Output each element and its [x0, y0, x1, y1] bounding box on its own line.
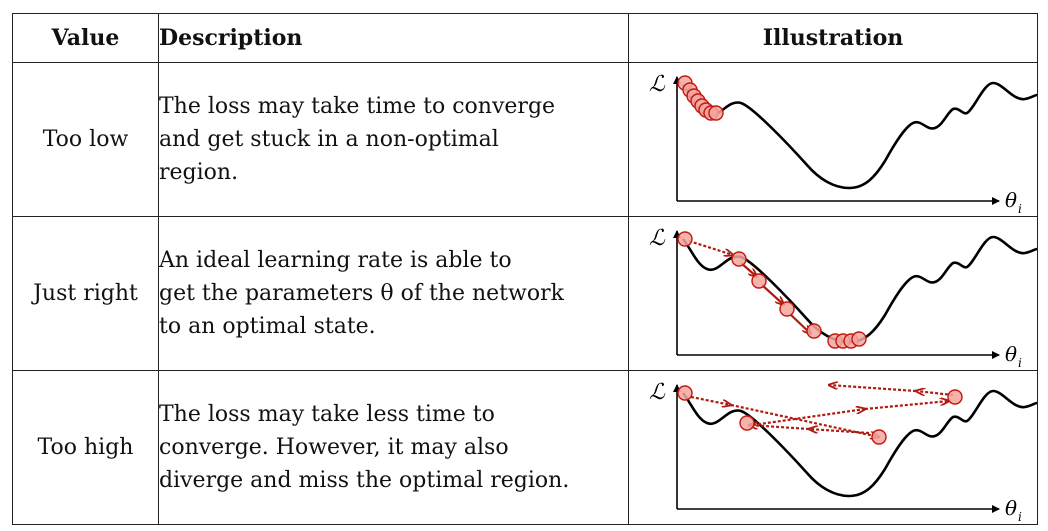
- loss-curve: [681, 389, 1037, 497]
- step-marker: [947, 388, 963, 405]
- description-line: An ideal learning rate is able to: [159, 248, 512, 273]
- header-row: Value Description Illustration: [12, 13, 1038, 63]
- row-value: Too high: [12, 370, 159, 525]
- description-line: The loss may take time to converge: [159, 94, 556, 119]
- row-description: The loss may take less time to converge.…: [158, 370, 629, 525]
- step-marker: [739, 414, 755, 431]
- step-arrow: [730, 403, 879, 437]
- step-marker: [779, 300, 795, 317]
- illustration-just-right: ℒθ i: [649, 226, 1037, 369]
- x-axis-subscript: i: [1018, 202, 1022, 215]
- illustration-too-high: ℒθ i: [649, 380, 1037, 523]
- table-row-too-low: Too low The loss may take time to conver…: [12, 62, 1038, 217]
- step-arrow: [690, 395, 731, 405]
- y-axis-label: ℒ: [649, 72, 666, 97]
- step-marker: [871, 428, 887, 445]
- step-arrow: [864, 401, 949, 410]
- step-marker: [806, 322, 822, 339]
- x-axis-label: θ: [1005, 342, 1017, 366]
- step-marker: [677, 384, 693, 401]
- header-value: Value: [12, 13, 159, 63]
- x-axis-subscript: i: [1018, 510, 1022, 523]
- x-axis-label: θ: [1005, 188, 1017, 212]
- row-value: Just right: [12, 216, 159, 371]
- x-axis-label: θ: [1005, 496, 1017, 520]
- step-marker: [751, 272, 767, 289]
- y-axis-label: ℒ: [649, 226, 666, 251]
- illustration-too-low: ℒθ i: [649, 72, 1037, 215]
- loss-curve: [681, 81, 1037, 189]
- row-description: An ideal learning rate is able to get th…: [158, 216, 629, 371]
- description-line: converge. However, it may also: [159, 435, 509, 460]
- learning-rate-table: Value Description Illustration Too low T…: [12, 13, 1038, 525]
- table-row-just-right: Just right An ideal learning rate is abl…: [12, 216, 1038, 371]
- step-arrow: [916, 391, 954, 396]
- description-line: to an optimal state.: [159, 314, 376, 339]
- step-arrow: [809, 429, 870, 434]
- description-line: and get stuck in a non-optimal: [159, 127, 499, 152]
- header-illustration: Illustration: [628, 13, 1038, 63]
- step-arrow: [740, 261, 757, 277]
- step-marker: [677, 230, 693, 247]
- step-arrow: [752, 409, 865, 426]
- step-marker: [708, 104, 724, 121]
- table-row-too-high: Too high The loss may take less time to …: [12, 370, 1038, 525]
- x-axis-subscript: i: [1018, 356, 1022, 369]
- step-arrow: [749, 425, 810, 430]
- step-marker: [731, 250, 747, 267]
- description-line: get the parameters θ of the network: [159, 281, 564, 306]
- row-description: The loss may take time to converge and g…: [158, 62, 629, 217]
- step-arrow: [761, 283, 784, 305]
- step-arrow: [688, 239, 733, 255]
- step-arrow: [829, 385, 917, 392]
- header-description: Description: [158, 13, 629, 63]
- y-axis-label: ℒ: [649, 380, 666, 405]
- step-marker: [851, 330, 867, 347]
- description-line: region.: [159, 160, 239, 185]
- description-line: diverge and miss the optimal region.: [159, 468, 570, 493]
- description-line: The loss may take less time to: [159, 402, 495, 427]
- row-value: Too low: [12, 62, 159, 217]
